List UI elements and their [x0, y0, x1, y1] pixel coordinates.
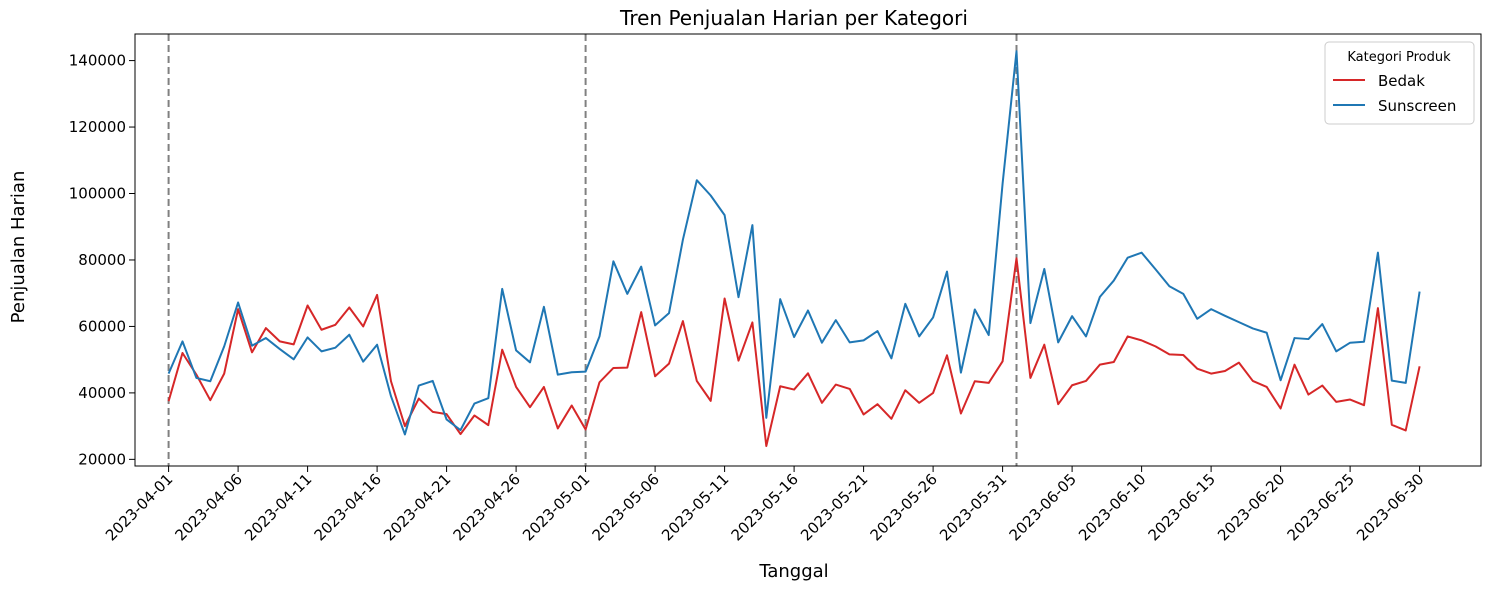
x-tick-label: 2023-06-25 [1284, 470, 1358, 544]
x-tick-label: 2023-05-26 [867, 470, 941, 544]
legend-title: Kategori Produk [1347, 50, 1451, 65]
y-tick-label: 60000 [78, 317, 126, 335]
x-tick-label: 2023-04-16 [311, 470, 385, 544]
x-tick-label: 2023-04-06 [172, 470, 246, 544]
y-tick-label: 120000 [69, 118, 126, 136]
x-axis: 2023-04-012023-04-062023-04-112023-04-16… [102, 466, 1427, 544]
x-tick-label: 2023-05-11 [658, 470, 732, 544]
x-tick-label: 2023-06-20 [1214, 470, 1288, 544]
y-tick-label: 20000 [78, 450, 126, 468]
y-tick-label: 80000 [78, 251, 126, 269]
series-line-bedak [167, 257, 1421, 448]
plot-area [167, 34, 1421, 466]
x-axis-title: Tanggal [758, 561, 828, 582]
y-axis: 20000 40000 60000 80000 100000 120000 140000 [69, 52, 135, 468]
y-tick-label: 100000 [69, 185, 126, 203]
x-tick-label: 2023-04-26 [450, 470, 524, 544]
x-tick-label: 2023-06-10 [1075, 470, 1149, 544]
x-tick-label: 2023-06-30 [1353, 470, 1427, 544]
chart-title: Tren Penjualan Harian per Kategori [619, 6, 968, 30]
y-tick-label: 40000 [78, 384, 126, 402]
x-tick-label: 2023-05-16 [728, 470, 802, 544]
y-axis-title: Penjualan Harian [8, 171, 29, 324]
legend-box [1324, 41, 1475, 125]
y-tick-label: 140000 [69, 52, 126, 70]
x-tick-label: 2023-06-05 [1006, 470, 1080, 544]
x-tick-label: 2023-05-06 [589, 470, 663, 544]
legend-label-bedak: Bedak [1378, 72, 1425, 90]
x-tick-label: 2023-05-31 [936, 470, 1010, 544]
x-tick-label: 2023-04-21 [380, 470, 454, 544]
x-tick-label: 2023-05-01 [519, 470, 593, 544]
x-tick-label: 2023-04-01 [102, 470, 176, 544]
x-tick-label: 2023-05-21 [797, 470, 871, 544]
x-tick-label: 2023-06-15 [1145, 470, 1219, 544]
series-line-sunscreen [167, 50, 1421, 436]
legend: Kategori Produk Bedak Sunscreen [1324, 41, 1475, 125]
legend-label-sunscreen: Sunscreen [1378, 97, 1456, 115]
x-tick-label: 2023-04-11 [241, 470, 315, 544]
plot-frame [134, 33, 1482, 467]
